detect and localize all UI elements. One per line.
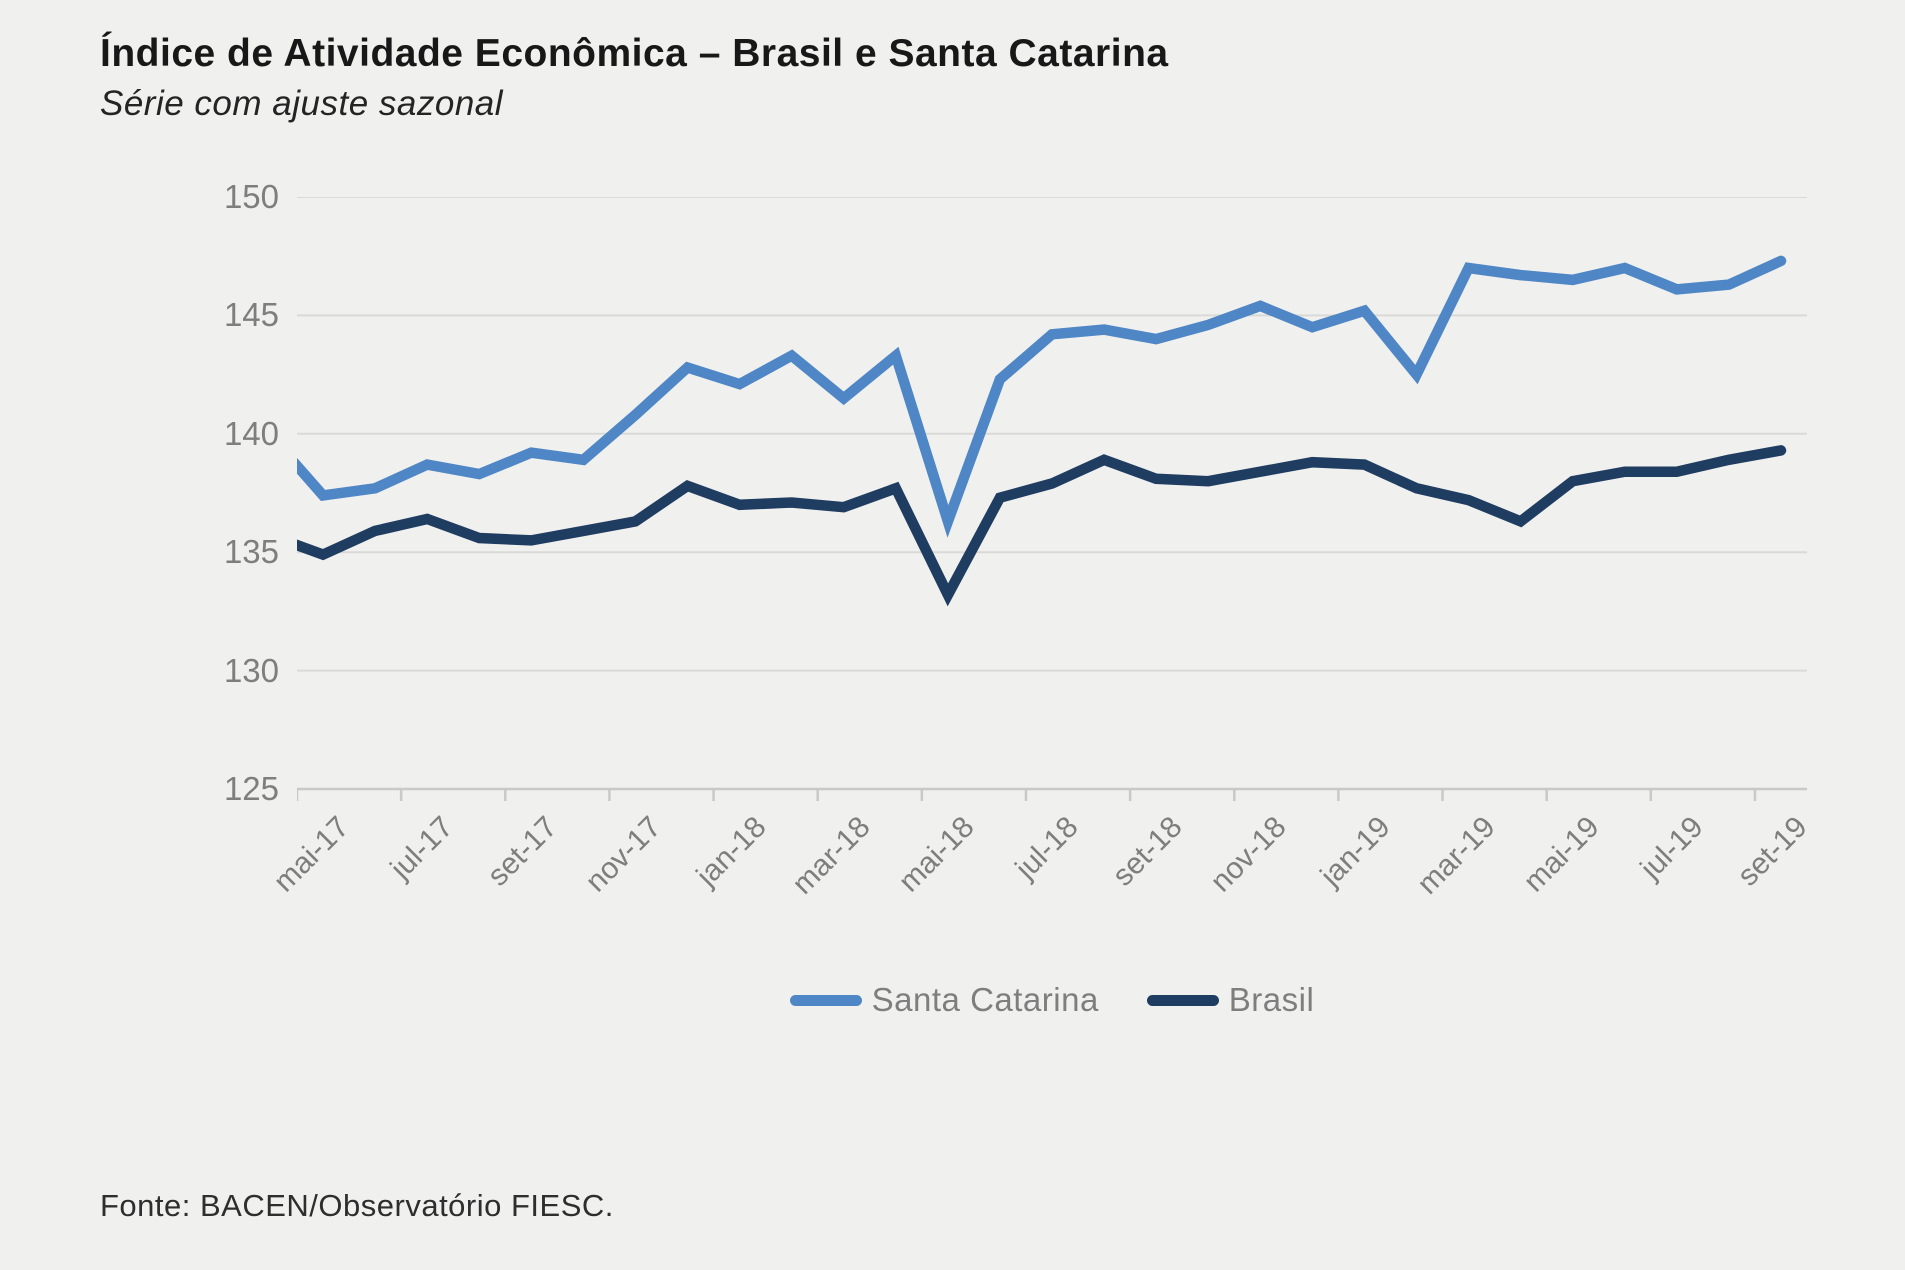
plot-area (297, 197, 1807, 801)
y-tick-label-140: 140 (223, 414, 279, 452)
y-tick-label-135: 135 (223, 533, 279, 571)
source-note: Fonte: BACEN/Observatório FIESC. (100, 1188, 614, 1223)
legend-label-brasil: Brasil (1228, 981, 1315, 1018)
legend-label-santa-catarina: Santa Catarina (871, 981, 1099, 1018)
series-line-brasil (297, 445, 1787, 607)
y-tick-label-145: 145 (223, 296, 279, 334)
legend-item-brasil: Brasil (1146, 981, 1315, 1019)
chart-title: Índice de Atividade Econômica – Brasil e… (100, 32, 1169, 75)
y-tick-label-125: 125 (223, 770, 279, 807)
chart-subtitle: Série com ajuste sazonal (100, 84, 504, 123)
y-tick-label-150: 150 (223, 178, 279, 215)
legend: Santa Catarina Brasil (297, 981, 1807, 1019)
santa-catarina-line-swatch-icon (789, 994, 862, 1006)
brasil-line-swatch-icon (1146, 994, 1219, 1006)
y-tick-label-130: 130 (223, 651, 279, 689)
series-line-santa-catarina (297, 255, 1787, 538)
legend-item-santa-catarina: Santa Catarina (789, 981, 1099, 1019)
